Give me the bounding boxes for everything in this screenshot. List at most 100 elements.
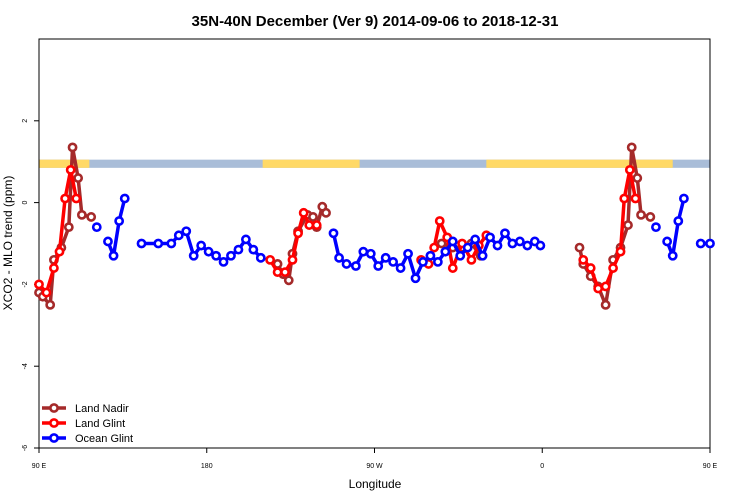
ocean-glint-point <box>679 193 689 204</box>
land-glint-point <box>265 254 276 265</box>
ocean-glint-point <box>410 273 421 284</box>
land-glint-point <box>34 279 44 290</box>
land-nadir-point <box>645 212 656 222</box>
y-tick-label: -2 <box>22 281 29 287</box>
ocean-glint-point <box>328 228 339 239</box>
series <box>34 142 715 310</box>
land-glint-point <box>585 263 596 273</box>
legend-ocean-glint-label: Ocean Glint <box>75 433 133 445</box>
land-glint-point <box>71 193 82 204</box>
ocean-glint-point <box>455 250 466 261</box>
land-glint-point <box>41 287 52 298</box>
ocean-glint-point <box>240 234 251 245</box>
ocean-glint-point <box>477 250 488 261</box>
land-glint-point <box>429 242 440 253</box>
legend-land-glint-label: Land Glint <box>75 418 125 430</box>
land-glint-point <box>54 246 65 257</box>
ocean-glint-point <box>334 252 344 263</box>
y-axis-label: XCO2 - MLO trend (ppm) <box>1 176 15 311</box>
land-glint-point <box>434 216 445 226</box>
land-nadir-point <box>436 238 447 249</box>
ocean-glint-point <box>500 228 510 239</box>
ocean-glint-point <box>667 250 678 261</box>
ocean-glint-line <box>106 198 127 258</box>
land-glint-point <box>619 193 630 204</box>
ocean-glint-point <box>432 257 443 267</box>
ocean-glint-point <box>514 236 525 247</box>
land-nadir-point <box>76 209 87 220</box>
ocean-glint-point <box>181 226 192 237</box>
x-axis-label: Longitude <box>349 477 402 491</box>
land-glint-point <box>630 193 641 204</box>
y-tick-label: 2 <box>22 119 29 123</box>
land-segment-1 <box>262 159 360 168</box>
land-nadir-point <box>636 209 646 220</box>
land-nadir-point <box>626 142 637 153</box>
ocean-glint-point <box>440 246 451 257</box>
ocean-glint-point <box>403 248 413 259</box>
ocean-glint-point <box>418 257 428 267</box>
land-ocean-bar <box>39 159 710 168</box>
ocean-glint-point <box>695 238 706 249</box>
series-land-nadir <box>34 142 656 310</box>
ocean-glint-point <box>535 240 546 251</box>
ocean-glint-point <box>365 248 376 259</box>
ocean-glint-point <box>119 193 130 204</box>
ocean-glint-point <box>108 250 119 261</box>
land-glint-point <box>466 254 477 265</box>
land-glint-point <box>280 267 290 278</box>
ocean-glint-point <box>358 246 369 257</box>
ocean-glint-point <box>136 238 147 249</box>
ocean-glint-point <box>388 257 399 267</box>
land-nadir-point <box>67 142 78 153</box>
ocean-glint-point <box>395 263 406 273</box>
land-glint-point <box>65 164 76 175</box>
legend-land-glint-marker <box>49 418 59 428</box>
ocean-glint-point <box>673 216 684 226</box>
land-glint-point <box>447 263 458 273</box>
ocean-glint-point <box>470 234 481 245</box>
ocean-glint-point <box>196 240 207 251</box>
x-tick-label: 90 E <box>32 463 47 470</box>
land-nadir-point <box>600 299 611 310</box>
land-glint-point <box>624 164 635 175</box>
ocean-glint-point <box>91 222 102 233</box>
ocean-glint-point <box>447 236 458 247</box>
ocean-glint-point <box>662 236 673 247</box>
ocean-glint-point <box>651 222 661 233</box>
x-tick-label: 0 <box>540 463 544 470</box>
chart-title: 35N-40N December (Ver 9) 2014-09-06 to 2… <box>192 13 559 30</box>
ocean-glint-point <box>211 250 221 261</box>
land-nadir-line <box>577 145 651 307</box>
ocean-glint-point <box>425 250 436 261</box>
y-tick-label: 0 <box>22 201 29 205</box>
ocean-glint-point <box>173 230 184 241</box>
land-nadir-point <box>63 222 74 233</box>
land-nadir-point <box>73 173 84 183</box>
ocean-glint-point <box>226 250 236 261</box>
land-glint-point <box>298 207 309 218</box>
ocean-glint-point <box>373 261 384 271</box>
land-glint-point <box>272 267 283 278</box>
land-glint-point <box>311 220 322 230</box>
land-segment-0 <box>39 159 90 168</box>
ocean-glint-point <box>203 246 214 257</box>
land-nadir-point <box>45 299 56 310</box>
ocean-glint-point <box>153 238 164 249</box>
land-nadir-point <box>632 173 643 183</box>
ocean-glint-point <box>248 244 259 255</box>
legend-ocean-glint-marker <box>49 433 59 443</box>
land-glint-point <box>615 246 626 257</box>
ocean-bar <box>39 159 710 168</box>
legend: Land Nadir Land Glint Ocean Glint <box>42 403 133 445</box>
x-tick-label: 90 E <box>703 463 718 470</box>
ocean-glint-point <box>188 250 199 261</box>
ocean-glint-point <box>218 257 229 267</box>
ocean-glint-point <box>485 232 495 243</box>
land-glint-point <box>600 281 611 292</box>
land-segment-2 <box>486 159 673 168</box>
land-glint-point <box>287 254 298 265</box>
ocean-glint-point <box>114 216 125 226</box>
legend-land-nadir-marker <box>49 403 59 413</box>
land-nadir-point <box>623 220 633 230</box>
